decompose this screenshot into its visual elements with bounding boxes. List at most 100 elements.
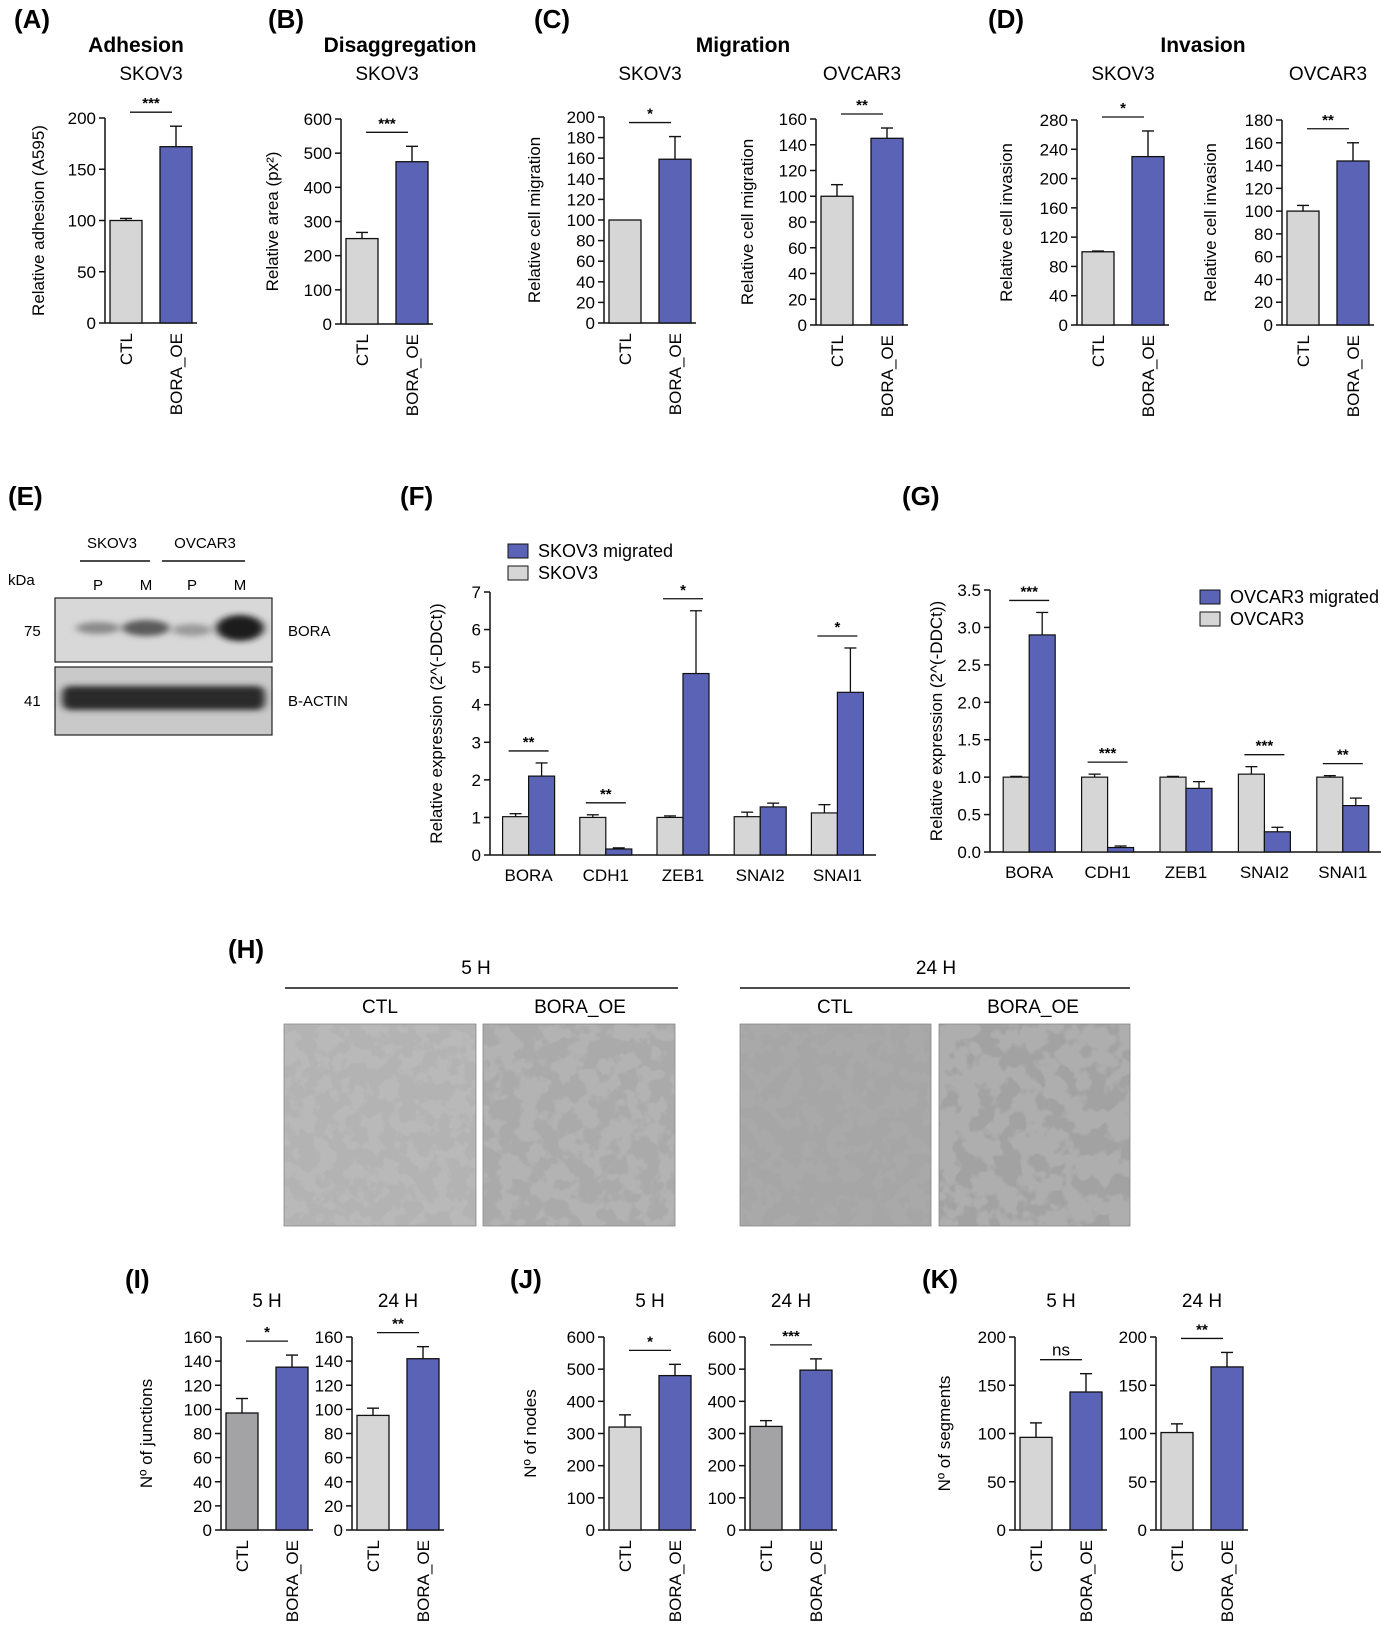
bar-ctl bbox=[608, 1426, 642, 1531]
y-tick-label: 120 bbox=[779, 162, 807, 181]
y-tick-label: 200 bbox=[1119, 1328, 1147, 1347]
x-tick-label: SNAI2 bbox=[736, 866, 785, 885]
x-tick-label: ZEB1 bbox=[662, 866, 705, 885]
tube-label-ctl-5h: CTL bbox=[362, 997, 398, 1018]
panel-letter-c: (C) bbox=[534, 4, 570, 34]
y-tick-label: 60 bbox=[576, 252, 595, 271]
legend-swatch bbox=[507, 543, 529, 559]
blot-band-bora-skov3-m bbox=[122, 620, 170, 636]
y-tick-label: 2.0 bbox=[957, 693, 981, 712]
y-tick-label: 0.5 bbox=[957, 806, 981, 825]
panel-title-disaggregation: Disaggregation bbox=[324, 34, 477, 57]
y-axis-label: Nº of junctions bbox=[137, 1379, 156, 1488]
blot-kda-75: 75 bbox=[24, 623, 41, 640]
y-tick-label: 1.0 bbox=[957, 768, 981, 787]
significance-label: ** bbox=[392, 1316, 404, 1333]
blot-lane-2: M bbox=[140, 577, 153, 594]
tube-formation-images: 5 H 24 H CTL BORA_OE CTL BORA_OE bbox=[283, 958, 1131, 1227]
y-tick-label: 100 bbox=[184, 1400, 212, 1419]
bar-bora-oe bbox=[275, 1366, 309, 1531]
y-tick-label: 0 bbox=[1264, 316, 1273, 335]
y-tick-label: 0 bbox=[586, 1521, 595, 1540]
bar-snai1-control bbox=[1316, 776, 1344, 853]
y-tick-label: 160 bbox=[1040, 199, 1068, 218]
chart-migration-ovcar3: OVCAR3 0 20 40 60 80 100 120 140 160 Relative cell… bbox=[738, 64, 908, 417]
y-tick-label: 40 bbox=[1254, 270, 1273, 289]
y-tick-label: 400 bbox=[708, 1392, 736, 1411]
x-tick-label: BORA_OE bbox=[666, 333, 685, 415]
significance-label: *** bbox=[782, 1328, 800, 1345]
y-tick-label: 100 bbox=[567, 1489, 595, 1508]
bar-bora-oe bbox=[870, 137, 904, 326]
y-tick-label: 180 bbox=[567, 129, 595, 148]
y-tick-label: 4 bbox=[472, 696, 481, 715]
y-tick-label: 80 bbox=[1049, 257, 1068, 276]
y-tick-label: 100 bbox=[978, 1425, 1006, 1444]
blot-band-label-actin: B-ACTIN bbox=[288, 693, 348, 710]
chart-adhesion-skov3: SKOV3 0 50 100 150 200 Relative adhesion (A595… bbox=[29, 64, 197, 415]
legend-entry: OVCAR3 migrated bbox=[1230, 587, 1379, 607]
chart-title: OVCAR3 bbox=[1289, 64, 1367, 85]
y-tick-label: 20 bbox=[576, 293, 595, 312]
bar-zeb1-control bbox=[1159, 776, 1187, 853]
significance-label: ns bbox=[1052, 1341, 1070, 1360]
x-tick-label: SNAI1 bbox=[813, 866, 862, 885]
chart-title: OVCAR3 bbox=[823, 64, 901, 85]
y-tick-label: 500 bbox=[304, 144, 332, 163]
x-tick-label: BORA_OE bbox=[283, 1540, 302, 1622]
y-tick-label: 200 bbox=[567, 1457, 595, 1476]
y-tick-label: 160 bbox=[779, 110, 807, 129]
significance-label: * bbox=[647, 106, 653, 123]
blot-band-actin bbox=[62, 686, 265, 710]
x-tick-label: BORA_OE bbox=[878, 335, 897, 417]
y-tick-label: 60 bbox=[788, 239, 807, 258]
blot-cell-line-skov3: SKOV3 bbox=[87, 535, 137, 552]
panel-title-invasion: Invasion bbox=[1160, 34, 1245, 57]
y-tick-label: 500 bbox=[567, 1360, 595, 1379]
chart-title: 24 H bbox=[378, 1291, 418, 1312]
micrograph-ctl-5h bbox=[283, 1023, 477, 1227]
y-tick-label: 100 bbox=[708, 1489, 736, 1508]
x-tick-label: CTL bbox=[616, 1540, 635, 1572]
legend-swatch bbox=[1199, 589, 1221, 605]
x-tick-label: SNAI1 bbox=[1318, 863, 1367, 882]
blot-kda-label: kDa bbox=[8, 572, 35, 589]
x-tick-label: CTL bbox=[1027, 1540, 1046, 1572]
y-tick-label: 160 bbox=[1245, 134, 1273, 153]
y-tick-label: 1.5 bbox=[957, 731, 981, 750]
y-tick-label: 2 bbox=[472, 771, 481, 790]
bar-zeb1-migrated bbox=[1185, 787, 1213, 853]
chart-title: SKOV3 bbox=[119, 64, 182, 85]
bar-bora-oe bbox=[395, 161, 429, 325]
y-tick-label: 280 bbox=[1040, 111, 1068, 130]
significance-label: *** bbox=[378, 115, 396, 132]
y-tick-label: 120 bbox=[567, 190, 595, 209]
y-tick-label: 240 bbox=[1040, 140, 1068, 159]
tube-timepoint-24h: 24 H bbox=[916, 958, 956, 979]
significance-label: *** bbox=[1020, 583, 1038, 600]
chart-disaggregation-skov3: SKOV3 0 100 200 300 400 500 600 Relative area (p… bbox=[263, 64, 433, 416]
panel-letter-g: (G) bbox=[902, 481, 940, 511]
y-tick-label: 160 bbox=[184, 1328, 212, 1347]
x-tick-label: CTL bbox=[757, 1540, 776, 1572]
y-tick-label: 1 bbox=[472, 808, 481, 827]
y-tick-label: 140 bbox=[315, 1352, 343, 1371]
x-tick-label: CTL bbox=[364, 1540, 383, 1572]
micrograph-oe-24h bbox=[938, 1023, 1131, 1227]
chart-title: 5 H bbox=[1046, 1291, 1076, 1312]
bar-snai2-migrated bbox=[759, 806, 787, 856]
bar-cdh1-migrated bbox=[605, 848, 633, 856]
bar-snai1-control bbox=[810, 812, 839, 856]
y-tick-label: 120 bbox=[1040, 228, 1068, 247]
y-tick-label: 100 bbox=[315, 1400, 343, 1419]
y-tick-label: 3.0 bbox=[957, 618, 981, 637]
bar-bora-oe bbox=[1336, 160, 1370, 326]
x-tick-label: CDH1 bbox=[1084, 863, 1130, 882]
y-tick-label: 20 bbox=[324, 1497, 343, 1516]
significance-label: * bbox=[680, 582, 686, 599]
significance-label: ** bbox=[600, 786, 612, 803]
bar-ctl bbox=[109, 219, 143, 324]
y-tick-label: 20 bbox=[193, 1497, 212, 1516]
y-tick-label: 300 bbox=[304, 213, 332, 232]
